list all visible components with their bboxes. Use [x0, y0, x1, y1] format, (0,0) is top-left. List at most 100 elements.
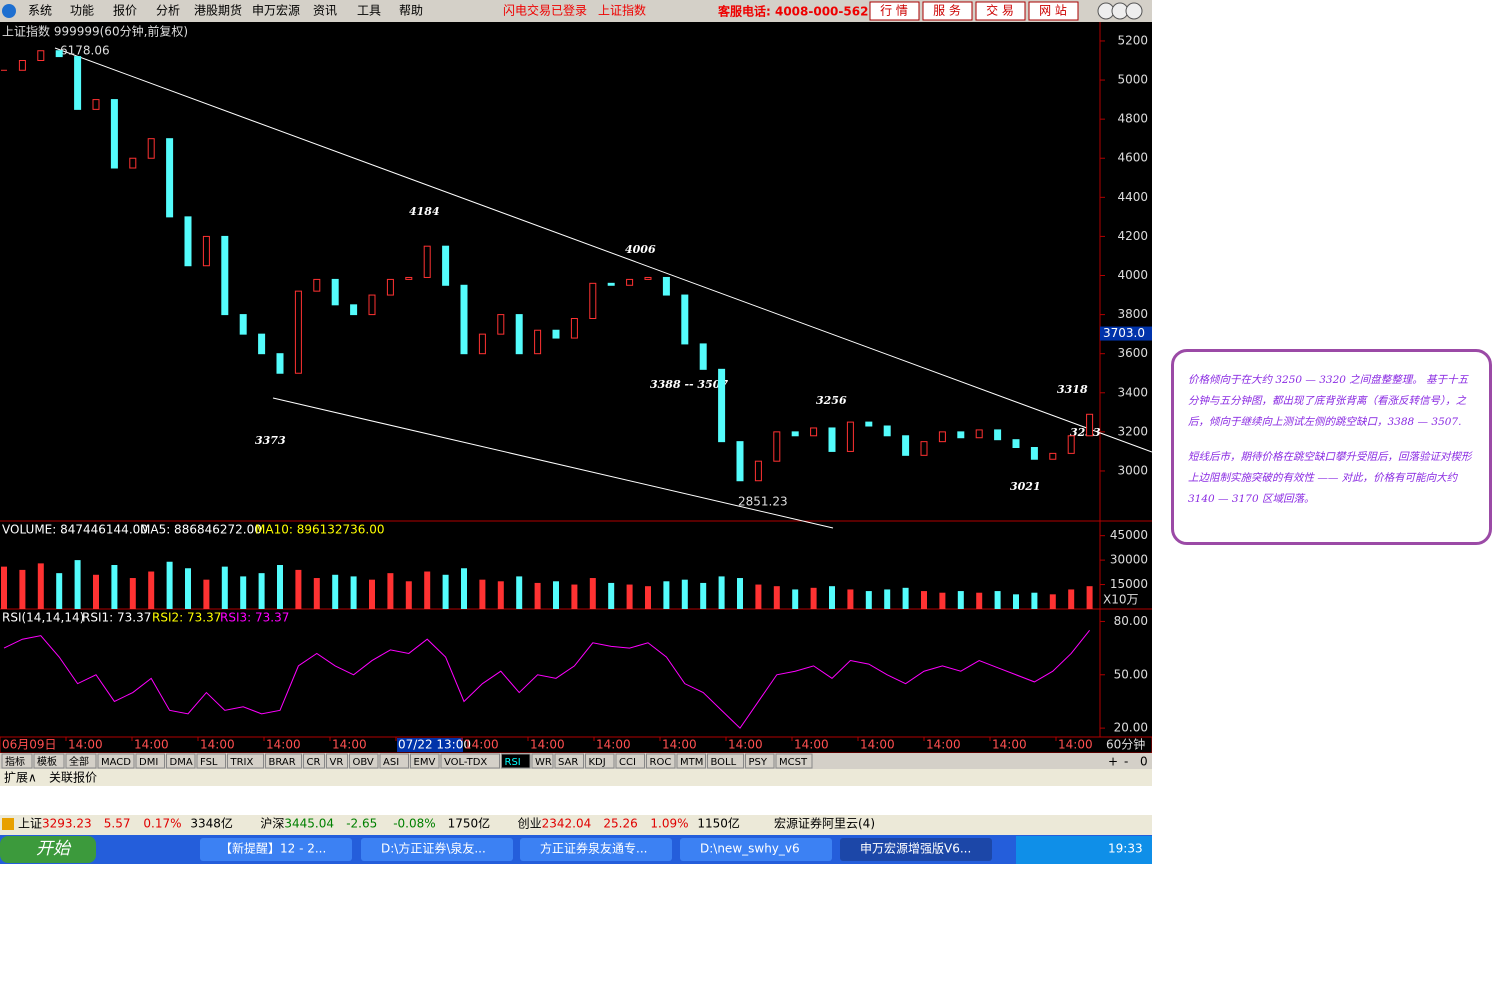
menu-item[interactable]: 报价: [113, 3, 137, 18]
task-button[interactable]: [840, 838, 992, 861]
indicator-tab[interactable]: [196, 753, 226, 769]
start-label[interactable]: 开始: [36, 839, 72, 859]
indicator-tab-label[interactable]: OBV: [353, 757, 374, 768]
indicator-tab-label[interactable]: BRAR: [269, 757, 296, 768]
indicator-tab[interactable]: [65, 753, 97, 769]
indicator-tab-label[interactable]: SAR: [558, 757, 578, 768]
indicator-tab[interactable]: [585, 753, 615, 769]
menu-button[interactable]: [975, 1, 1026, 21]
menu-item[interactable]: 申万宏源: [252, 3, 300, 18]
task-label[interactable]: 【新提醒】12 - 2...: [220, 841, 326, 856]
tab-control[interactable]: -: [1124, 755, 1128, 769]
candle: [552, 329, 560, 339]
indicator-tab[interactable]: [1, 753, 33, 769]
indicator-tab-label[interactable]: 全部: [69, 755, 89, 768]
window-control[interactable]: [1125, 2, 1143, 20]
task-label[interactable]: 方正证券泉友通专...: [540, 841, 647, 856]
task-label[interactable]: D:\方正证券\泉友...: [381, 841, 486, 856]
indicator-tab[interactable]: [646, 753, 676, 769]
sub-tab[interactable]: 关联报价: [49, 770, 97, 785]
task-button[interactable]: [361, 838, 513, 861]
menu-item[interactable]: 港股期货: [194, 3, 242, 18]
indicator-tab-label[interactable]: DMA: [170, 757, 193, 768]
candle: [681, 294, 689, 345]
indicator-tab[interactable]: [501, 753, 531, 769]
annotation: 3373: [255, 434, 286, 447]
indicator-tab[interactable]: [135, 753, 165, 769]
volume-bar: [884, 589, 891, 609]
indicator-tab-label[interactable]: RSI: [505, 757, 521, 768]
indicator-tab-label[interactable]: FSL: [200, 757, 218, 768]
indicator-tab-label[interactable]: VR: [330, 757, 344, 768]
indicator-tab[interactable]: [166, 753, 196, 769]
task-button[interactable]: [680, 838, 832, 861]
indicator-tab[interactable]: [303, 753, 325, 769]
task-label[interactable]: D:\new_swhy_v6: [700, 842, 800, 856]
menu-button-label[interactable]: 网 站: [1039, 4, 1067, 18]
volume-bar: [442, 574, 449, 609]
indicator-tab-label[interactable]: CR: [307, 757, 321, 768]
indicator-tab[interactable]: [440, 753, 500, 769]
indicator-tab[interactable]: [615, 753, 645, 769]
indicator-tab-label[interactable]: DMI: [139, 757, 158, 768]
volume-bar: [332, 574, 339, 609]
indicator-tab[interactable]: [554, 753, 584, 769]
start-button[interactable]: [0, 836, 96, 863]
volume-bar: [37, 563, 44, 609]
indicator-tab[interactable]: [707, 753, 744, 769]
volume-bar: [19, 569, 26, 609]
indicator-tab-label[interactable]: ASI: [383, 757, 399, 768]
indicator-tab[interactable]: [265, 753, 302, 769]
indicator-tab-label[interactable]: KDJ: [589, 757, 606, 768]
task-button[interactable]: [520, 838, 672, 861]
task-label[interactable]: 申万宏源增强版V6...: [860, 841, 971, 856]
indicator-tab-label[interactable]: BOLL: [711, 757, 737, 768]
indicator-tab-label[interactable]: TRIX: [230, 757, 254, 768]
indicator-tab-label[interactable]: ROC: [650, 757, 672, 768]
indicator-tab-label[interactable]: MACD: [101, 757, 131, 768]
indicator-tab[interactable]: [33, 753, 65, 769]
menu-button[interactable]: [1028, 1, 1079, 21]
tab-control[interactable]: +: [1108, 755, 1118, 769]
indicator-tab[interactable]: [379, 753, 409, 769]
indicator-tab-label[interactable]: PSY: [749, 757, 768, 768]
indicator-tab-label[interactable]: CCI: [619, 757, 636, 768]
indicator-tab[interactable]: [410, 753, 440, 769]
status-item: -0.08%: [393, 817, 435, 831]
indicator-tab[interactable]: [775, 753, 813, 769]
indicator-tab-label[interactable]: 指标: [5, 755, 25, 768]
menu-button[interactable]: [869, 1, 920, 21]
indicator-tab-label[interactable]: EMV: [414, 757, 436, 768]
menu-item[interactable]: 分析: [156, 4, 180, 18]
indicator-tab-label[interactable]: MCST: [779, 757, 808, 768]
menu-item[interactable]: 资讯: [313, 4, 337, 18]
indicator-tab-label[interactable]: MTM: [680, 757, 703, 768]
indicator-tab[interactable]: [676, 753, 706, 769]
menu-button-label[interactable]: 交 易: [986, 3, 1014, 18]
indicator-tab-label[interactable]: WR: [535, 757, 552, 768]
indicator-tab[interactable]: [349, 753, 379, 769]
candle: [534, 329, 542, 355]
x-tick-label: 06月09日: [2, 738, 57, 752]
indicator-tab[interactable]: [227, 753, 264, 769]
indicator-tab[interactable]: [326, 753, 348, 769]
period-label[interactable]: 60分钟: [1106, 737, 1145, 752]
volume-bar: [516, 576, 523, 609]
menu-item[interactable]: 工具: [357, 4, 381, 18]
menu-item[interactable]: 功能: [70, 4, 94, 18]
task-button[interactable]: [200, 838, 352, 861]
indicator-tab[interactable]: [745, 753, 775, 769]
indicator-tab-label[interactable]: 模板: [37, 755, 57, 768]
menu-item[interactable]: 帮助: [399, 4, 423, 18]
indicator-tab-label[interactable]: VOL-TDX: [444, 757, 487, 768]
indicator-tab[interactable]: [531, 753, 554, 769]
sub-tab[interactable]: 扩展∧: [4, 771, 37, 785]
menu-button-label[interactable]: 服 务: [933, 3, 961, 18]
tab-control[interactable]: 0: [1140, 755, 1148, 769]
indicator-tab[interactable]: [97, 753, 135, 769]
cursor-time-box: [397, 738, 463, 752]
menu-button-label[interactable]: 行 情: [880, 4, 908, 18]
menu-button[interactable]: [922, 1, 973, 21]
y-tick-label: 20.00: [1114, 721, 1148, 735]
menu-item[interactable]: 系统: [28, 4, 52, 18]
